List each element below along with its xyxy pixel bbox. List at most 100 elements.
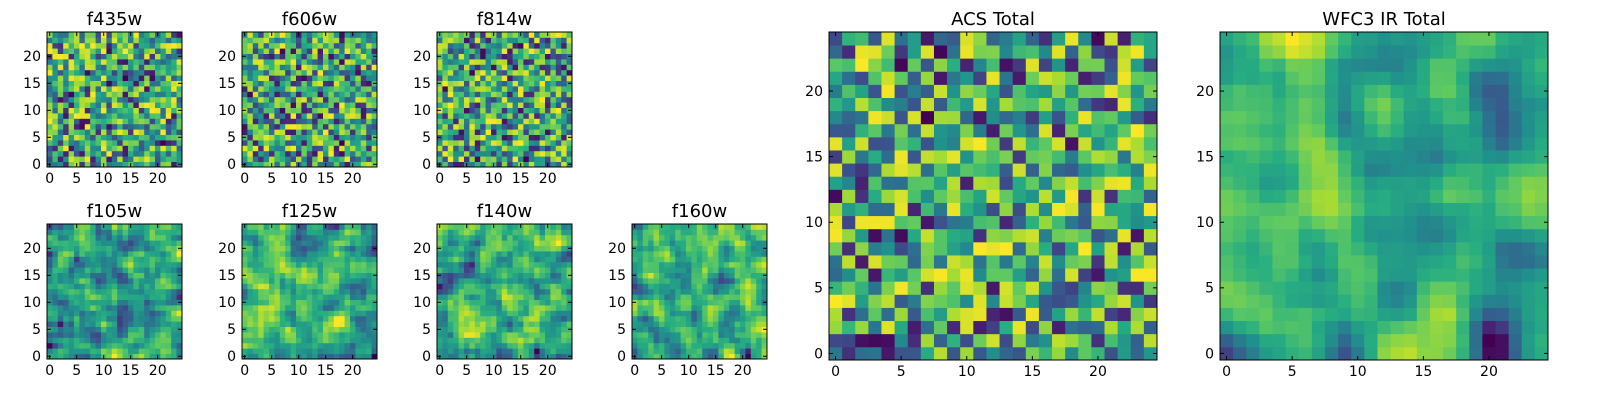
heatmap-cell xyxy=(149,32,156,38)
heatmap-cell xyxy=(290,294,297,300)
heatmap-cell xyxy=(171,348,177,354)
heatmap-cell xyxy=(323,53,329,60)
heatmap-cell xyxy=(512,37,519,44)
heatmap-cell xyxy=(1117,189,1132,203)
heatmap-cell xyxy=(469,80,476,87)
heatmap-cell xyxy=(485,113,492,119)
heatmap-cell xyxy=(269,310,275,317)
heatmap-cell xyxy=(447,161,454,168)
heatmap-cell xyxy=(713,299,719,306)
y-tick-label: 20 xyxy=(23,49,41,65)
heatmap-cell xyxy=(312,91,318,98)
heatmap-cell xyxy=(491,75,497,81)
heatmap-cell xyxy=(106,118,113,125)
heatmap-cell xyxy=(306,294,313,300)
heatmap-cell xyxy=(999,241,1014,256)
heatmap-cell xyxy=(523,150,530,157)
heatmap-cell xyxy=(474,272,481,279)
heatmap-cell xyxy=(437,342,443,349)
heatmap-cell xyxy=(881,307,895,322)
heatmap-cell xyxy=(702,294,708,300)
heatmap-cell xyxy=(122,53,129,60)
heatmap-cell xyxy=(111,123,118,130)
heatmap-cell xyxy=(464,283,470,290)
heatmap-cell xyxy=(480,310,486,317)
heatmap-cell xyxy=(296,129,302,135)
heatmap-cell xyxy=(637,353,644,360)
heatmap-cell xyxy=(501,234,508,241)
heatmap-cell xyxy=(101,251,107,257)
x-tick-label: 20 xyxy=(344,363,362,379)
heatmap-cell xyxy=(160,305,167,311)
heatmap-cell xyxy=(285,48,291,54)
heatmap-cell xyxy=(496,326,503,333)
heatmap-cell xyxy=(713,245,719,252)
heatmap-cell xyxy=(360,42,367,49)
heatmap-cell xyxy=(723,315,730,322)
heatmap-cell xyxy=(117,102,123,108)
heatmap-cell xyxy=(1091,215,1105,230)
heatmap-cell xyxy=(160,53,167,60)
heatmap-cell xyxy=(57,321,64,327)
heatmap-cell xyxy=(133,37,140,44)
heatmap-cell xyxy=(160,102,167,108)
heatmap-cell xyxy=(155,123,161,130)
heatmap-cell xyxy=(57,305,64,311)
heatmap-cell xyxy=(247,80,254,87)
heatmap-cell xyxy=(659,261,665,268)
heatmap-cell xyxy=(496,107,503,114)
heatmap-cell xyxy=(729,326,735,333)
heatmap-cell xyxy=(453,80,459,87)
heatmap-cell xyxy=(453,107,459,114)
heatmap-cell xyxy=(648,294,654,300)
heatmap-cell xyxy=(252,353,259,360)
heatmap-cell xyxy=(464,140,470,146)
heatmap-cell xyxy=(339,353,345,360)
heatmap-cell xyxy=(507,337,513,344)
heatmap-cell xyxy=(501,251,508,257)
heatmap-cell xyxy=(350,294,356,300)
heatmap-cell xyxy=(285,337,291,344)
heatmap-cell xyxy=(907,294,922,308)
heatmap-cell xyxy=(507,267,513,273)
heatmap-cell xyxy=(561,278,567,284)
heatmap-cell xyxy=(566,305,573,311)
heatmap-cell xyxy=(290,80,297,87)
heatmap-cell xyxy=(57,234,64,241)
heatmap-cell xyxy=(371,321,378,327)
heatmap-cell xyxy=(317,42,324,49)
heatmap-cell xyxy=(442,91,449,98)
heatmap-cell xyxy=(458,134,465,141)
heatmap-cell xyxy=(101,113,107,119)
heatmap-cell xyxy=(263,107,270,114)
heatmap-cell xyxy=(84,305,91,311)
heatmap-cell xyxy=(122,64,129,71)
heatmap-cell xyxy=(920,189,935,203)
heatmap-cell xyxy=(1052,333,1066,348)
heatmap-cell xyxy=(894,228,909,243)
heatmap-cell xyxy=(111,91,118,98)
heatmap-cell xyxy=(734,278,741,284)
heatmap-cell xyxy=(485,332,492,338)
heatmap-cell xyxy=(696,305,703,311)
heatmap-cell xyxy=(57,53,64,60)
heatmap-cell xyxy=(128,332,134,338)
heatmap-cell xyxy=(290,299,297,306)
heatmap-cell xyxy=(122,283,129,290)
heatmap-cell xyxy=(84,332,91,338)
heatmap-cell xyxy=(317,321,324,327)
heatmap-cell xyxy=(176,59,183,65)
heatmap-cell xyxy=(90,256,96,263)
heatmap-cell xyxy=(79,107,86,114)
heatmap-cell xyxy=(323,348,329,354)
heatmap-cell xyxy=(144,129,150,135)
heatmap-cell xyxy=(117,59,123,65)
heatmap-cell xyxy=(176,32,183,38)
heatmap-cell xyxy=(52,150,59,157)
heatmap-cell xyxy=(95,353,102,360)
heatmap-cell xyxy=(84,140,91,146)
heatmap-cell xyxy=(707,337,714,344)
heatmap-cell xyxy=(47,37,53,44)
heatmap-cell xyxy=(312,240,318,246)
heatmap-cell xyxy=(1091,307,1105,322)
